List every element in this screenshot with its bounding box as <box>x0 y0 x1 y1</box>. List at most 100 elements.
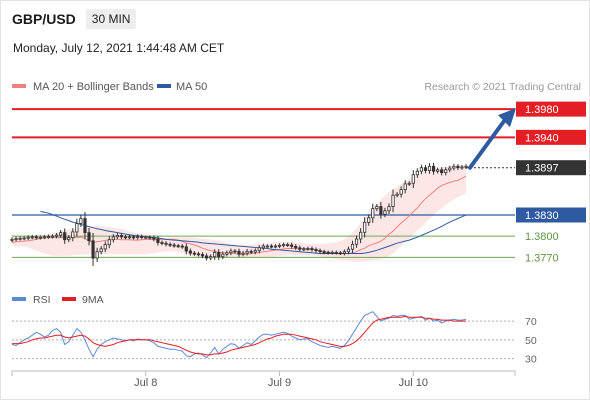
candle-body <box>415 170 419 176</box>
candle-body <box>188 250 192 254</box>
candle-body <box>22 237 26 240</box>
candle-body <box>95 251 99 259</box>
candle-body <box>302 248 306 251</box>
candle-body <box>403 183 407 190</box>
candle-body <box>460 166 464 169</box>
candle-body <box>411 174 415 184</box>
x-axis-label-jul-9: Jul 9 <box>268 377 291 389</box>
candle-body <box>172 244 176 247</box>
candle-body <box>314 249 318 252</box>
candle-body <box>127 236 132 239</box>
candle-body <box>383 210 387 215</box>
candle-body <box>115 235 119 238</box>
candle-body <box>209 256 213 259</box>
level-label-1-3897: 1.3897 <box>525 163 559 175</box>
candle-body <box>281 244 286 247</box>
candle-body <box>338 252 342 255</box>
candle-body <box>436 169 440 172</box>
candle-body <box>225 252 229 255</box>
candle-body <box>164 242 168 245</box>
candle-body <box>354 238 359 245</box>
candle-body <box>79 218 83 224</box>
candle-body <box>34 236 38 239</box>
rsi-level-label-70: 70 <box>525 316 537 328</box>
forecast-arrow-shaft <box>468 119 506 170</box>
candle-body <box>111 236 115 241</box>
candle-body <box>103 244 107 250</box>
candle-body <box>38 236 42 239</box>
candle-body <box>91 240 95 259</box>
rsi-line <box>11 311 467 359</box>
candle-body <box>144 236 148 239</box>
candle-body <box>14 238 18 241</box>
candle-body <box>180 245 184 248</box>
candle-body <box>294 246 298 249</box>
candle-body <box>119 235 124 238</box>
candle-body <box>168 243 172 246</box>
candles-group <box>10 162 468 266</box>
candle-body <box>196 253 201 256</box>
candle-body <box>75 223 79 233</box>
candle-body <box>387 206 391 212</box>
candle-body <box>176 245 180 248</box>
level-label-1-3830: 1.3830 <box>525 210 559 222</box>
candle-body <box>221 253 225 258</box>
candle-body <box>18 237 22 240</box>
candle-body <box>46 236 51 238</box>
candle-body <box>217 252 221 258</box>
candle-body <box>245 250 249 254</box>
candle-body <box>391 194 395 207</box>
report-datetime: Monday, July 12, 2021 1:44:48 AM CET <box>13 41 225 55</box>
candle-body <box>298 247 302 250</box>
candle-body <box>359 231 363 240</box>
candle-body <box>367 217 371 223</box>
candle-body <box>87 232 91 242</box>
ma20-legend-label: MA 20 + Bollinger Bands <box>33 81 154 93</box>
level-tag-1-3980 <box>516 101 586 117</box>
support-label-1-3770: 1.3770 <box>525 252 559 264</box>
candle-body <box>277 244 282 247</box>
candle-body <box>440 169 444 174</box>
rsi-legend-swatch <box>12 297 26 301</box>
candle-body <box>261 245 265 249</box>
candle-body <box>448 167 452 171</box>
candle-body <box>213 252 217 258</box>
support-label-1-3800: 1.3800 <box>525 231 559 243</box>
ma50-line <box>40 211 467 254</box>
forecast-arrow-head <box>498 108 516 128</box>
candle-body <box>257 247 261 252</box>
rsi-ma-line <box>12 315 466 356</box>
candle-body <box>456 165 460 169</box>
ma50-legend-swatch <box>157 84 171 88</box>
candle-body <box>375 206 379 210</box>
candle-body <box>10 238 14 241</box>
candle-body <box>318 250 322 253</box>
candle-body <box>423 167 428 171</box>
bollinger-band-area <box>12 165 466 262</box>
timeframe-badge[interactable]: 30 MIN <box>85 9 137 29</box>
candle-body <box>452 165 456 169</box>
symbol-title: GBP/USD <box>12 11 76 27</box>
level-tag-1-3897 <box>516 160 586 176</box>
rsi-ma-legend-swatch <box>62 297 76 301</box>
x-axis-label-jul-10: Jul 10 <box>399 377 428 389</box>
level-tag-1-3940 <box>516 129 586 145</box>
chart-header: GBP/USD 30 MIN <box>12 8 137 30</box>
rsi-ma-legend-label: 9MA <box>82 294 104 306</box>
candle-body <box>136 236 140 238</box>
candle-body <box>63 232 67 241</box>
x-axis-label-jul-8: Jul 8 <box>134 377 157 389</box>
candle-body <box>265 245 269 248</box>
candle-body <box>334 252 338 254</box>
candle-body <box>444 169 448 174</box>
credit-label: Research © 2021 Trading Central <box>424 81 581 93</box>
candle-body <box>330 252 334 254</box>
candle-body <box>152 237 156 240</box>
candle-body <box>306 248 310 250</box>
candle-body <box>241 252 245 255</box>
candle-body <box>407 182 411 185</box>
candle-body <box>123 236 128 239</box>
candle-body <box>322 251 326 254</box>
candle-body <box>67 237 71 241</box>
